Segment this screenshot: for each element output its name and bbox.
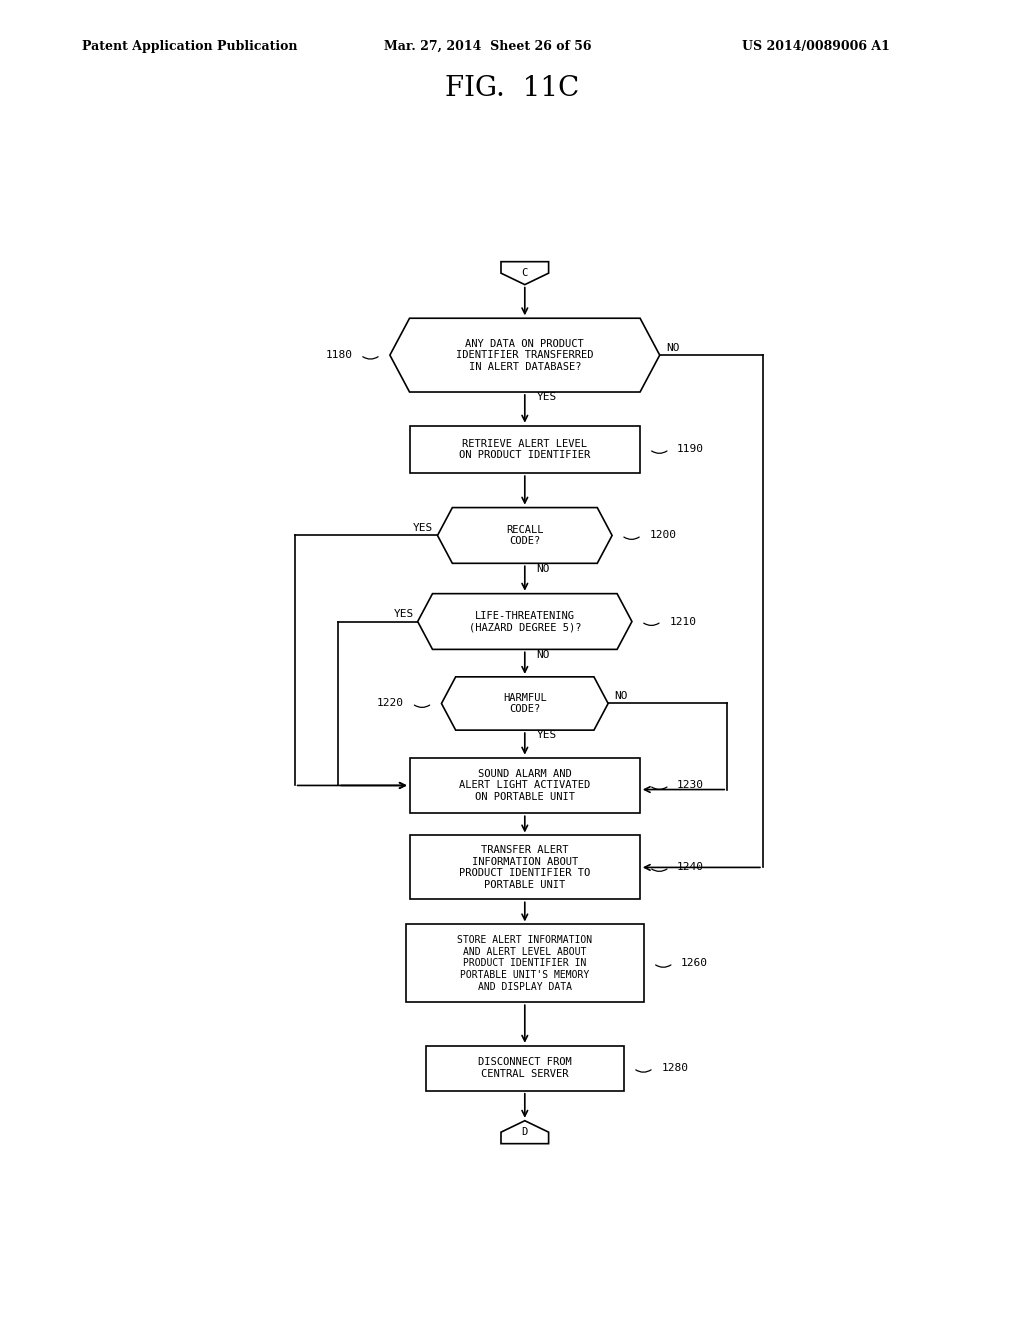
- Text: HARMFUL
CODE?: HARMFUL CODE?: [503, 693, 547, 714]
- Text: 1200: 1200: [649, 531, 677, 540]
- Polygon shape: [437, 508, 612, 564]
- Text: 1220: 1220: [377, 698, 404, 709]
- Polygon shape: [441, 677, 608, 730]
- Text: US 2014/0089006 A1: US 2014/0089006 A1: [742, 40, 890, 53]
- Text: C: C: [521, 268, 528, 279]
- Polygon shape: [390, 318, 659, 392]
- Text: STORE ALERT INFORMATION
AND ALERT LEVEL ABOUT
PRODUCT IDENTIFIER IN
PORTABLE UNI: STORE ALERT INFORMATION AND ALERT LEVEL …: [458, 935, 592, 991]
- Text: 1230: 1230: [677, 780, 705, 791]
- Text: NO: NO: [614, 692, 628, 701]
- Text: YES: YES: [537, 392, 557, 403]
- Text: NO: NO: [537, 649, 550, 660]
- Text: RETRIEVE ALERT LEVEL
ON PRODUCT IDENTIFIER: RETRIEVE ALERT LEVEL ON PRODUCT IDENTIFI…: [459, 438, 591, 461]
- Text: LIFE-THREATENING
(HAZARD DEGREE 5)?: LIFE-THREATENING (HAZARD DEGREE 5)?: [469, 611, 581, 632]
- Text: DISCONNECT FROM
CENTRAL SERVER: DISCONNECT FROM CENTRAL SERVER: [478, 1057, 571, 1078]
- Text: YES: YES: [393, 610, 414, 619]
- Polygon shape: [418, 594, 632, 649]
- Text: ANY DATA ON PRODUCT
IDENTIFIER TRANSFERRED
IN ALERT DATABASE?: ANY DATA ON PRODUCT IDENTIFIER TRANSFERR…: [456, 338, 594, 372]
- Text: 1280: 1280: [662, 1063, 688, 1073]
- Text: Mar. 27, 2014  Sheet 26 of 56: Mar. 27, 2014 Sheet 26 of 56: [384, 40, 592, 53]
- Text: 1210: 1210: [670, 616, 696, 627]
- Text: Patent Application Publication: Patent Application Publication: [82, 40, 297, 53]
- Text: SOUND ALARM AND
ALERT LIGHT ACTIVATED
ON PORTABLE UNIT: SOUND ALARM AND ALERT LIGHT ACTIVATED ON…: [459, 768, 591, 803]
- Text: YES: YES: [414, 523, 433, 533]
- Text: YES: YES: [537, 730, 557, 741]
- Text: NO: NO: [666, 343, 680, 352]
- Text: 1240: 1240: [677, 862, 705, 873]
- Text: TRANSFER ALERT
INFORMATION ABOUT
PRODUCT IDENTIFIER TO
PORTABLE UNIT: TRANSFER ALERT INFORMATION ABOUT PRODUCT…: [459, 845, 591, 890]
- Text: 1190: 1190: [677, 445, 705, 454]
- Text: RECALL
CODE?: RECALL CODE?: [506, 524, 544, 546]
- Polygon shape: [501, 261, 549, 285]
- FancyBboxPatch shape: [410, 836, 640, 899]
- Text: 1260: 1260: [681, 958, 709, 969]
- FancyBboxPatch shape: [406, 924, 644, 1002]
- Text: NO: NO: [537, 564, 550, 573]
- FancyBboxPatch shape: [410, 425, 640, 473]
- Polygon shape: [501, 1121, 549, 1143]
- FancyBboxPatch shape: [426, 1045, 624, 1090]
- Text: D: D: [521, 1127, 528, 1137]
- FancyBboxPatch shape: [410, 758, 640, 813]
- Text: FIG.  11C: FIG. 11C: [444, 75, 580, 102]
- Text: 1180: 1180: [326, 350, 352, 360]
